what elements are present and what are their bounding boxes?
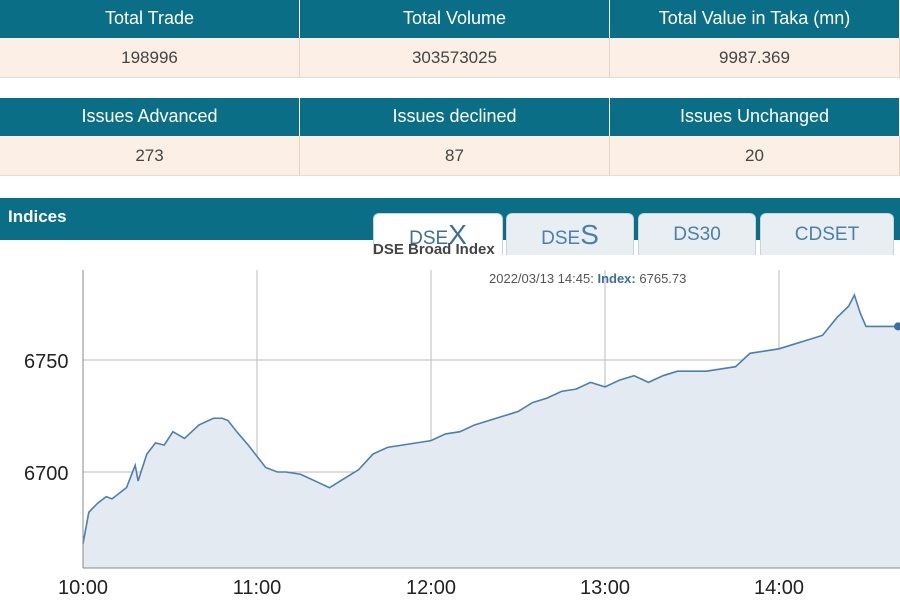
tab-ds30[interactable]: DS30 (638, 213, 756, 255)
total-trade-header: Total Trade (0, 0, 300, 38)
issues-unchanged-value: 20 (610, 136, 900, 176)
tab-dsex[interactable]: DSEX (373, 213, 503, 255)
tab-dses[interactable]: DSES (506, 213, 634, 255)
total-volume-value: 303573025 (300, 38, 610, 78)
x-tick-label: 13:00 (580, 577, 630, 599)
tab-dsex-prefix: DSE (409, 228, 449, 249)
x-tick-label: 14:00 (754, 577, 804, 599)
series-area (83, 295, 900, 568)
tooltip-value: 6765.73 (639, 271, 687, 286)
total-volume-header: Total Volume (300, 0, 610, 38)
tab-cdset-label: CDSET (794, 224, 860, 245)
tab-dses-prefix: DSE (541, 228, 581, 249)
x-tick-label: 10:00 (58, 577, 108, 599)
tab-cdset[interactable]: CDSET (760, 213, 894, 255)
issues-declined-header: Issues declined (300, 98, 610, 136)
series-line (82, 292, 900, 544)
current-point-marker (894, 322, 900, 331)
issues-advanced-value: 273 (0, 136, 300, 176)
x-tick-label: 12:00 (406, 577, 456, 599)
summary-table: Total Trade Total Volume Total Value in … (0, 0, 900, 78)
tooltip-time: 2022/03/13 14:45: (489, 271, 594, 286)
chart-title: DSE Broad Index (373, 241, 495, 258)
issues-unchanged-header: Issues Unchanged (610, 98, 900, 136)
indices-title: Indices (8, 207, 67, 226)
total-value-header: Total Value in Taka (mn) (610, 0, 900, 38)
issues-table: Issues Advanced Issues declined Issues U… (0, 98, 900, 176)
y-tick-label: 6700 (24, 463, 69, 485)
issues-declined-value: 87 (300, 136, 610, 176)
tab-ds30-label: DS30 (673, 224, 721, 245)
y-tick-label: 6750 (24, 351, 69, 373)
total-trade-value: 198996 (0, 38, 300, 78)
x-tick-label: 11:00 (233, 577, 282, 599)
tab-dses-suffix: S (580, 219, 599, 250)
total-value-value: 9987.369 (610, 38, 900, 78)
dsex-index-chart: 6700 6750 10:00 11:00 12:00 13:00 14:00 (24, 270, 900, 599)
tooltip-label: Index: (597, 271, 636, 286)
issues-advanced-header: Issues Advanced (0, 98, 300, 136)
chart-tooltip: 2022/03/13 14:45: Index: 6765.73 (489, 271, 686, 286)
tab-dsex-suffix: X (448, 219, 467, 250)
